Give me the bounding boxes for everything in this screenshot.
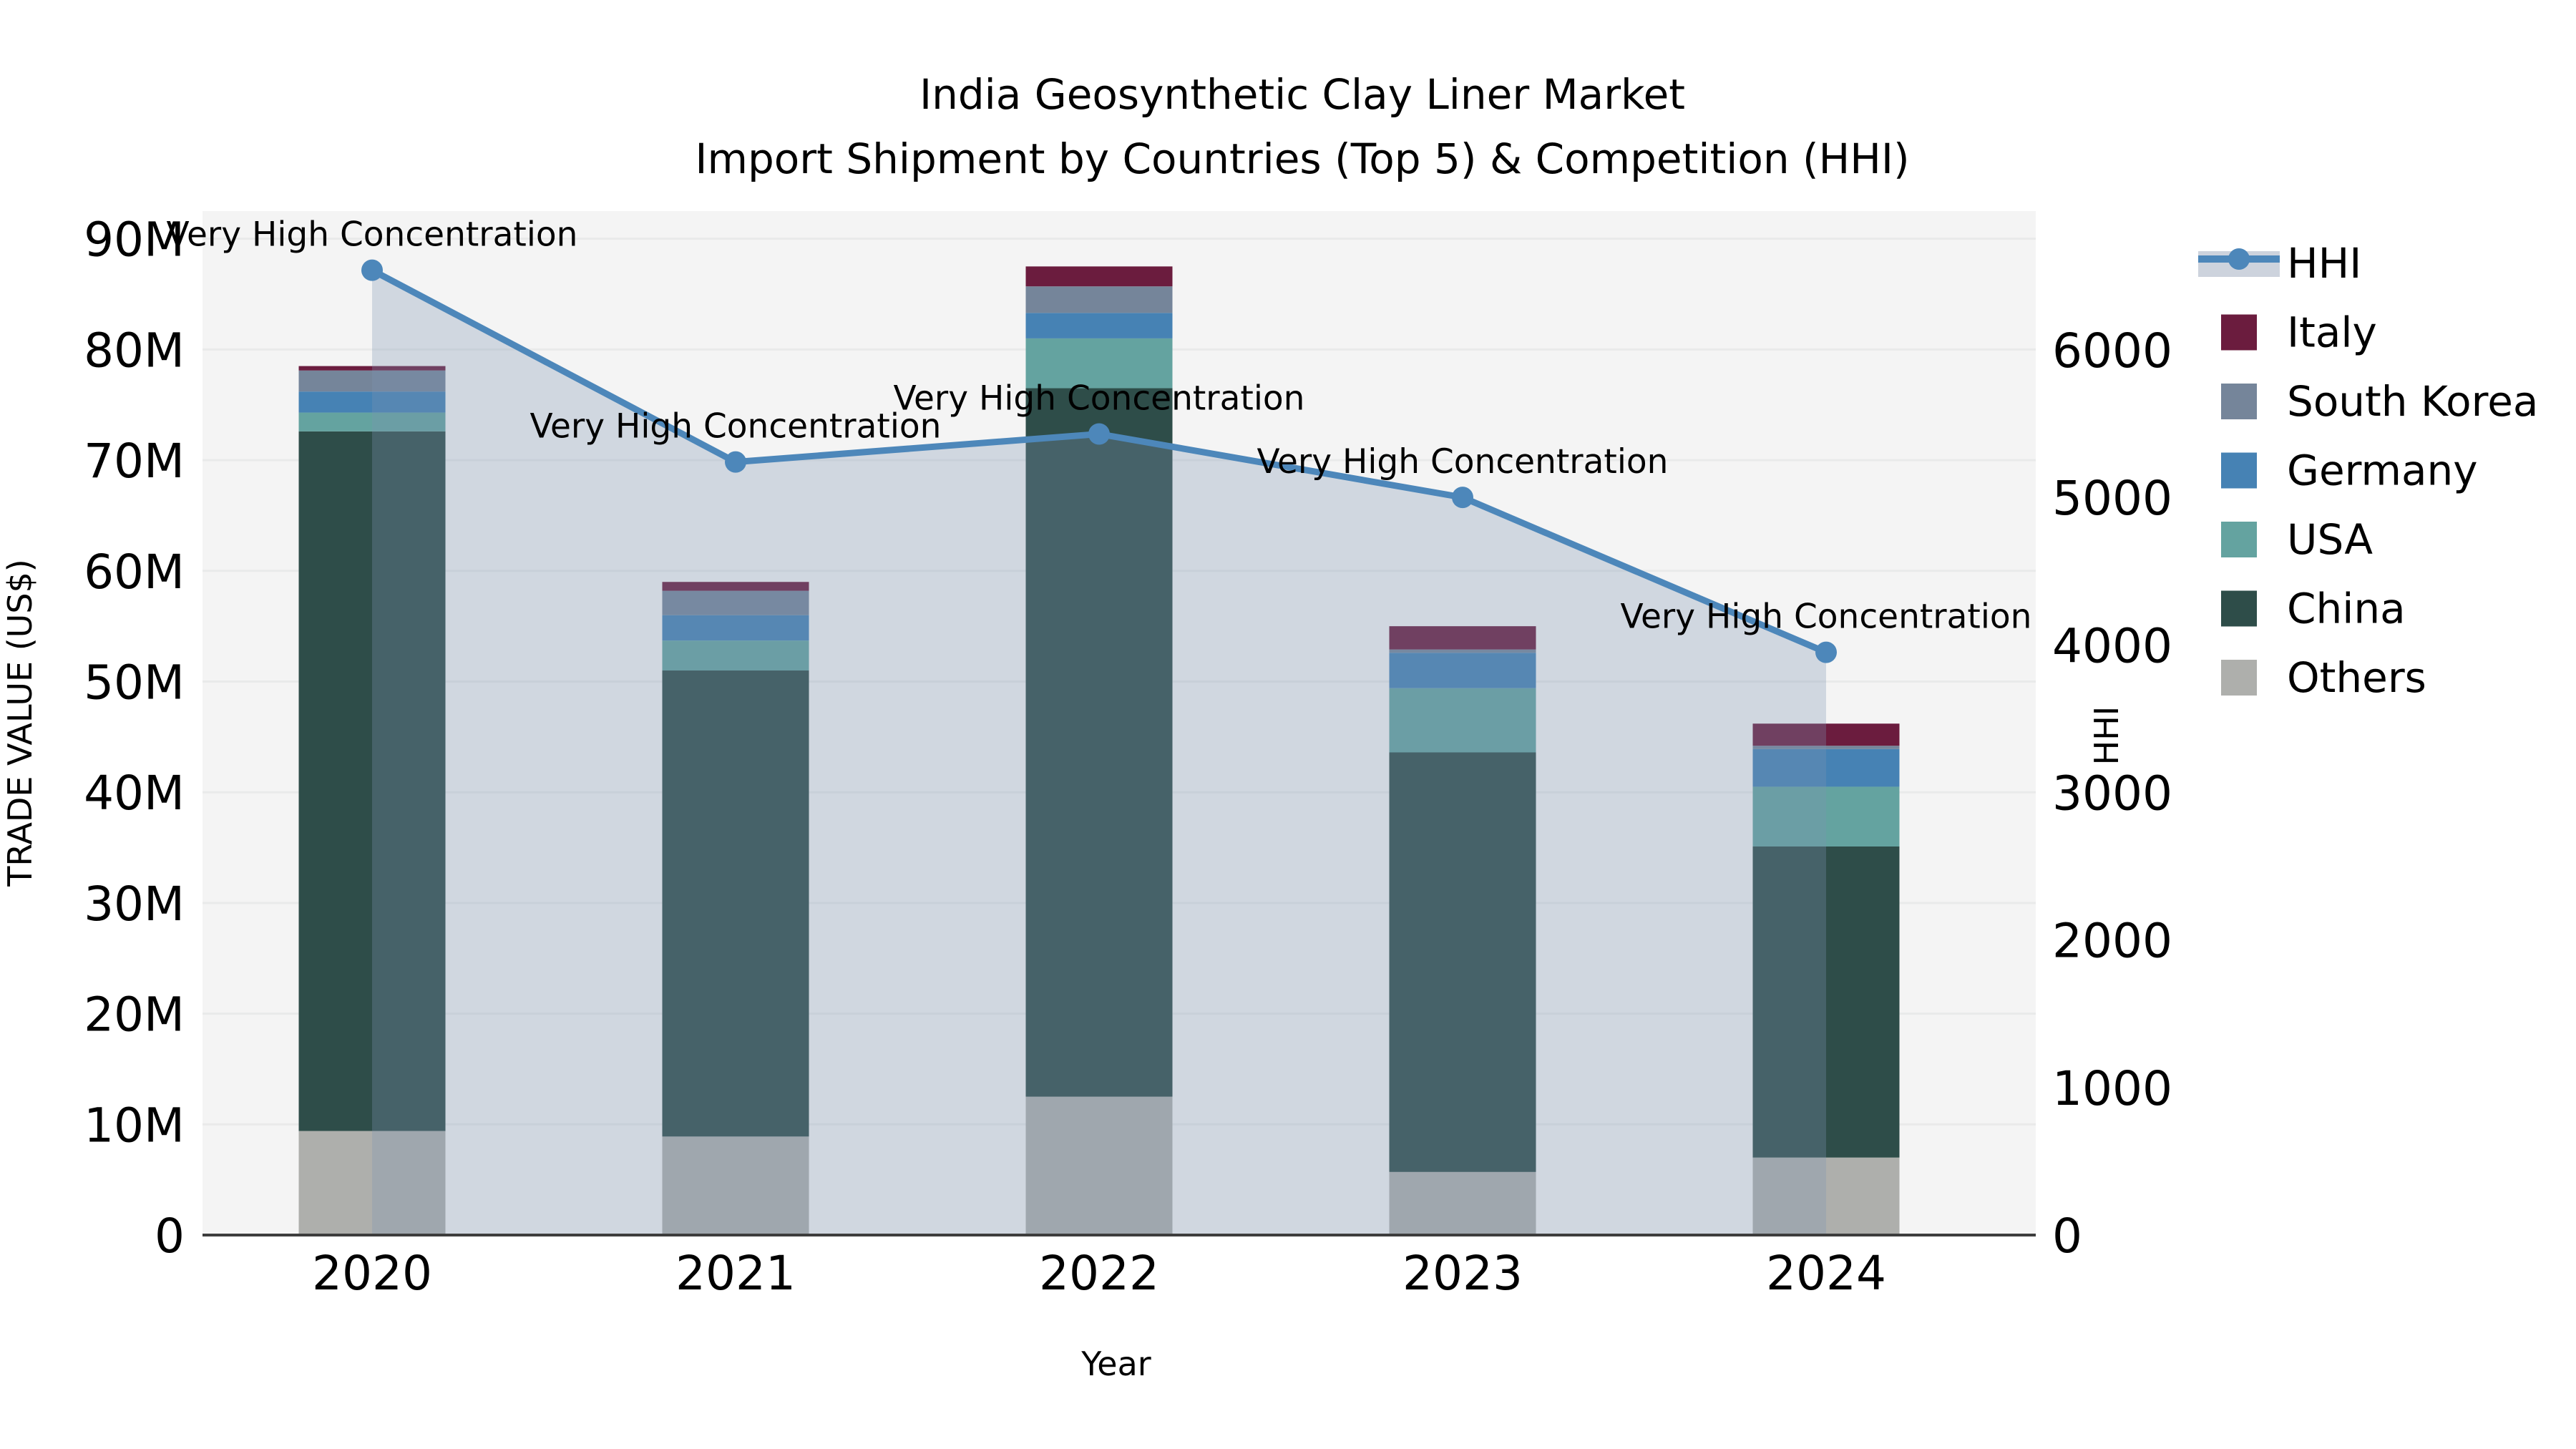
chart-title-line1: India Geosynthetic Clay Liner Market <box>919 70 1685 119</box>
legend-swatch-germany <box>2221 452 2257 489</box>
bar-segment-italy <box>298 366 446 371</box>
y-left-tick-labels: 0 10M 20M 30M 40M 50M 60M 70M 80M 90M <box>84 213 185 1264</box>
legend-swatch-others <box>2221 660 2257 696</box>
legend-label-south-korea: South Korea <box>2287 377 2538 426</box>
bar-segment-china <box>1752 846 1900 1158</box>
x-tick-label: 2024 <box>1766 1246 1886 1301</box>
bar-segment-usa <box>298 412 446 431</box>
bar-segment-usa <box>662 640 809 671</box>
y-right-tick-label: 3000 <box>2052 766 2172 821</box>
x-tick-label: 2021 <box>675 1246 796 1301</box>
annotation-label: Very High Concentration <box>1621 597 2032 637</box>
annotation-label: Very High Concentration <box>167 215 578 255</box>
bar-segment-others <box>1025 1096 1173 1235</box>
bar-segment-south-korea <box>1025 286 1173 313</box>
annotation-label: Very High Concentration <box>894 379 1305 418</box>
bar-segment-others <box>1389 1171 1536 1235</box>
x-tick-label: 2023 <box>1402 1246 1523 1301</box>
y-left-tick-label: 10M <box>84 1098 185 1153</box>
bar-segment-south-korea <box>1389 649 1536 653</box>
bar-segment-italy <box>1752 723 1900 746</box>
legend-swatch-china <box>2221 590 2257 627</box>
bar-segment-others <box>298 1131 446 1235</box>
bar-segment-others <box>1752 1157 1900 1235</box>
chart-title-line2: Import Shipment by Countries (Top 5) & C… <box>695 135 1909 183</box>
bar-segment-south-korea <box>298 370 446 392</box>
legend-label-others: Others <box>2287 653 2426 702</box>
y-left-tick-label: 90M <box>84 213 185 268</box>
y-right-tick-label: 1000 <box>2052 1061 2172 1116</box>
bar-segment-germany <box>1025 313 1173 338</box>
annotation-label: Very High Concentration <box>530 407 942 447</box>
stacked-bars <box>298 266 1900 1235</box>
hhi-line-layer <box>361 259 1837 663</box>
annotation-label: Very High Concentration <box>1257 442 1669 482</box>
y-right-tick-label: 4000 <box>2052 618 2172 673</box>
legend-label-usa: USA <box>2287 515 2373 564</box>
x-axis-title: Year <box>1080 1345 1151 1383</box>
legend-swatch-south-korea <box>2221 384 2257 419</box>
y-right-tick-label: 6000 <box>2052 323 2172 379</box>
y-left-tick-label: 0 <box>155 1209 185 1264</box>
y-left-tick-label: 30M <box>84 877 185 932</box>
x-tick-labels: 2020 2021 2022 2023 2024 <box>312 1246 1886 1301</box>
legend-label-hhi: HHI <box>2287 239 2361 288</box>
hhi-point <box>725 451 746 473</box>
y-right-axis-title: HHI <box>2087 706 2126 766</box>
legend-label-china: China <box>2287 585 2406 633</box>
legend: HHI Italy South Korea Germany USA China Others <box>2198 239 2538 702</box>
bar-segment-south-korea <box>662 590 809 615</box>
bar-segment-italy <box>1025 266 1173 287</box>
legend-swatch-usa <box>2221 522 2257 557</box>
hhi-area-layer <box>372 270 1826 1235</box>
hhi-point <box>361 259 383 281</box>
bar-segment-italy <box>1389 626 1536 650</box>
bar-segment-germany <box>1389 653 1536 688</box>
hhi-point <box>1088 423 1110 445</box>
bar-segment-usa <box>1752 786 1900 847</box>
bar-segment-germany <box>298 391 446 413</box>
y-right-tick-label: 2000 <box>2052 914 2172 969</box>
y-right-tick-labels: 0 1000 2000 3000 4000 5000 6000 <box>2052 323 2172 1264</box>
y-left-tick-label: 40M <box>84 766 185 821</box>
y-right-tick-label: 5000 <box>2052 471 2172 526</box>
y-left-axis-title: TRADE VALUE (US$) <box>1 559 39 887</box>
legend-swatch-italy <box>2221 314 2257 351</box>
bar-segment-usa <box>1025 338 1173 389</box>
bar-segment-china <box>662 670 809 1137</box>
bar-segment-china <box>1025 388 1173 1097</box>
x-tick-label: 2022 <box>1039 1246 1159 1301</box>
y-left-tick-label: 50M <box>84 655 185 710</box>
bar-segment-italy <box>662 582 809 591</box>
y-left-tick-label: 20M <box>84 987 185 1043</box>
y-left-tick-label: 60M <box>84 545 185 600</box>
legend-label-italy: Italy <box>2287 308 2377 357</box>
bar-segment-usa <box>1389 688 1536 753</box>
bar-segment-south-korea <box>1752 746 1900 749</box>
hhi-area <box>372 270 1826 1235</box>
legend-hhi-marker <box>2228 248 2250 270</box>
y-left-tick-label: 80M <box>84 323 185 378</box>
bar-segment-others <box>662 1136 809 1235</box>
bar-segment-germany <box>1752 748 1900 787</box>
bar-segment-china <box>298 431 446 1131</box>
x-tick-label: 2020 <box>312 1246 432 1301</box>
hhi-point <box>1452 487 1473 509</box>
y-right-tick-label: 0 <box>2052 1209 2082 1264</box>
bar-segment-germany <box>662 615 809 641</box>
legend-label-germany: Germany <box>2287 447 2478 495</box>
bar-segment-china <box>1389 752 1536 1172</box>
hhi-point <box>1815 641 1837 663</box>
y-left-tick-label: 70M <box>84 434 185 489</box>
